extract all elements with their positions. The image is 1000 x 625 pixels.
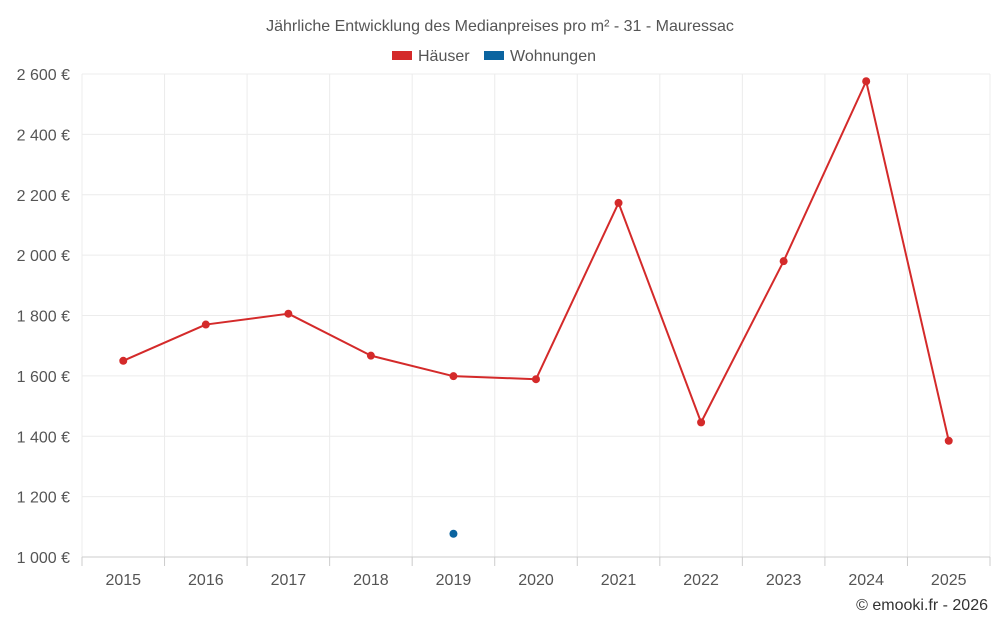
x-gridlines	[81, 74, 991, 557]
data-point-haeuser[interactable]	[532, 375, 540, 384]
x-tick-label: 2022	[683, 572, 719, 589]
legend-swatch-haeuser	[392, 51, 412, 60]
data-point-haeuser[interactable]	[284, 309, 293, 318]
x-tick-label: 2025	[931, 572, 967, 589]
legend-swatch-wohnungen	[484, 51, 504, 60]
data-point-haeuser[interactable]	[449, 372, 458, 381]
data-point-haeuser[interactable]	[944, 436, 953, 445]
y-tick-label: 2 000 €	[17, 248, 70, 265]
y-gridlines	[82, 73, 990, 498]
y-tick-label: 2 400 €	[17, 127, 70, 144]
x-tick-label: 2024	[848, 572, 884, 589]
x-tick-label: 2015	[105, 572, 141, 589]
legend-label-wohnungen: Wohnungen	[510, 48, 596, 65]
y-tick-label: 1 400 €	[17, 429, 70, 446]
y-axis-tick-labels: 1 000 € 1 200 € 1 400 € 1 600 € 1 800 € 2 000…	[17, 67, 70, 567]
y-tick-label: 2 600 €	[17, 67, 70, 84]
data-point-haeuser[interactable]	[862, 77, 871, 86]
data-point-haeuser[interactable]	[779, 257, 788, 266]
y-tick-label: 1 600 €	[17, 369, 70, 386]
x-axis-tick-labels: 2015 2016 2017 2018 2019 2020 2021 2022 2023 2024…	[105, 572, 966, 589]
data-point-haeuser[interactable]	[119, 356, 128, 365]
x-tick-label: 2019	[436, 572, 472, 589]
y-tick-label: 1 000 €	[17, 550, 70, 567]
legend-item-wohnungen[interactable]: Wohnungen	[484, 48, 596, 65]
series-layer	[119, 77, 953, 538]
x-tick-label: 2021	[601, 572, 637, 589]
legend-item-haeuser[interactable]: Häuser	[392, 48, 470, 65]
chart-title: Jährliche Entwicklung des Medianpreises …	[266, 18, 734, 35]
copyright-credit: © emooki.fr - 2026	[856, 597, 988, 614]
x-tick-label: 2016	[188, 572, 224, 589]
x-tick-label: 2023	[766, 572, 802, 589]
x-tick-label: 2018	[353, 572, 389, 589]
y-tick-label: 1 800 €	[17, 309, 70, 326]
y-tick-label: 2 200 €	[17, 188, 70, 205]
chart-legend: Häuser Wohnungen	[392, 48, 596, 65]
y-tick-label: 1 200 €	[17, 490, 70, 507]
data-point-haeuser[interactable]	[201, 320, 210, 329]
x-tick-label: 2017	[271, 572, 307, 589]
data-point-haeuser[interactable]	[697, 418, 706, 427]
data-point-haeuser[interactable]	[366, 351, 375, 360]
x-axis-ticks	[81, 557, 991, 566]
data-point-haeuser[interactable]	[614, 198, 623, 207]
x-tick-label: 2020	[518, 572, 554, 589]
data-point-wohnungen[interactable]	[449, 529, 458, 538]
legend-label-haeuser: Häuser	[418, 48, 470, 65]
